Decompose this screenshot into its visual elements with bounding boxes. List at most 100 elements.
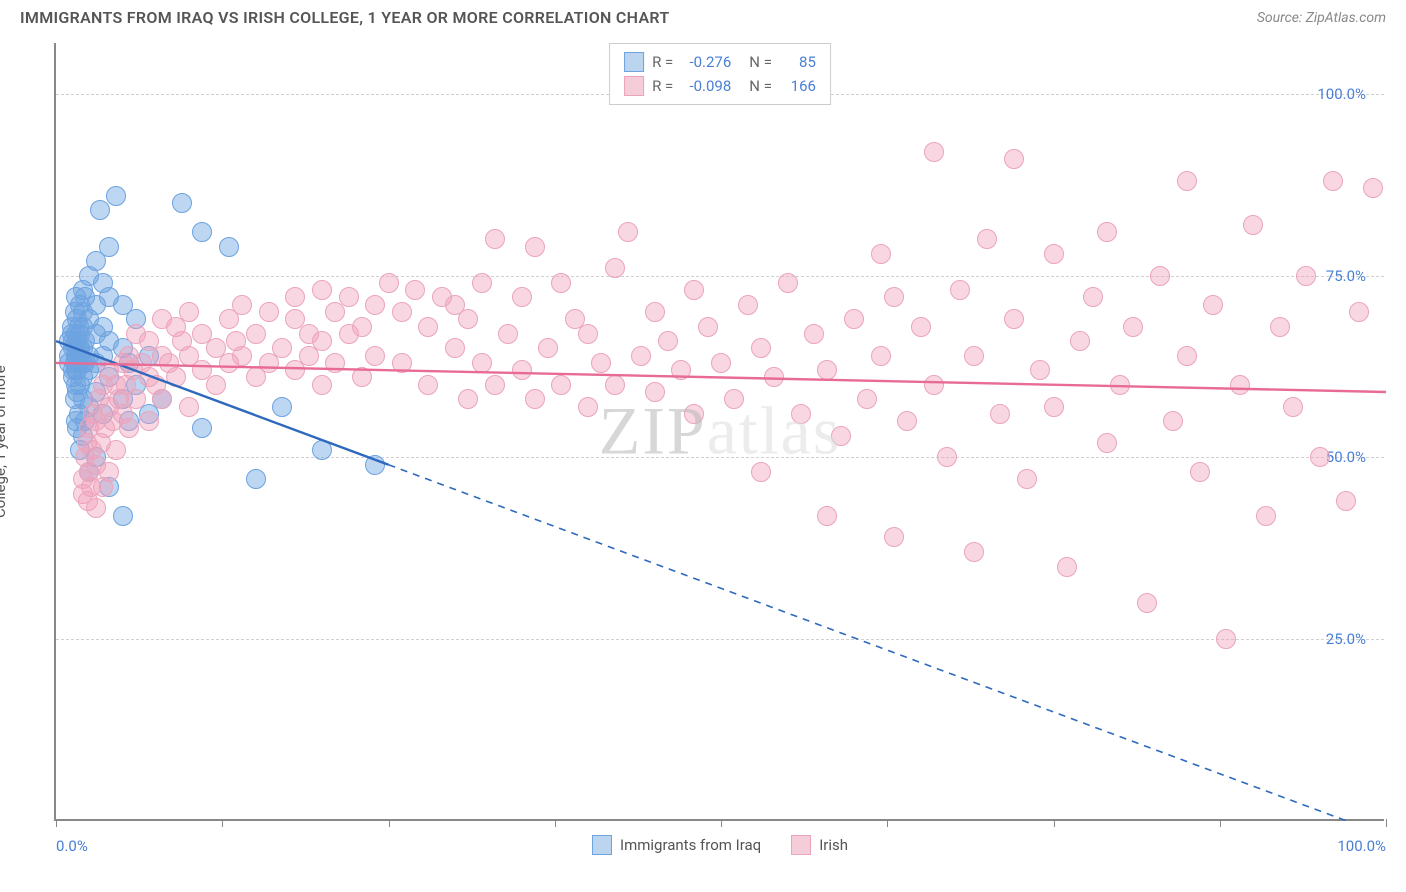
- data-point: [285, 287, 305, 307]
- data-point: [485, 375, 505, 395]
- data-point: [259, 302, 279, 322]
- data-point: [312, 331, 332, 351]
- data-point: [365, 346, 385, 366]
- data-point: [1190, 462, 1210, 482]
- data-point: [418, 317, 438, 337]
- data-point: [857, 389, 877, 409]
- legend-item: Immigrants from Iraq: [592, 835, 761, 855]
- x-tick: [56, 819, 57, 827]
- legend-stat-row: R =-0.098N =166: [624, 74, 816, 98]
- data-point: [206, 375, 226, 395]
- legend-n-label: N =: [749, 74, 772, 98]
- legend-r-value: -0.276: [681, 50, 731, 74]
- legend-stat-row: R =-0.276N =85: [624, 50, 816, 74]
- data-point: [1123, 317, 1143, 337]
- data-point: [352, 367, 372, 387]
- data-point: [86, 498, 106, 518]
- data-point: [90, 200, 110, 220]
- data-point: [844, 309, 864, 329]
- data-point: [445, 338, 465, 358]
- trend-lines: [56, 43, 1386, 821]
- data-point: [950, 280, 970, 300]
- data-point: [578, 397, 598, 417]
- x-tick: [1386, 819, 1387, 827]
- data-point: [312, 375, 332, 395]
- x-tick: [721, 819, 722, 827]
- data-point: [119, 418, 139, 438]
- x-tick: [222, 819, 223, 827]
- data-point: [312, 440, 332, 460]
- data-point: [1004, 309, 1024, 329]
- data-point: [1270, 317, 1290, 337]
- data-point: [405, 280, 425, 300]
- data-point: [738, 295, 758, 315]
- legend-r-label: R =: [652, 74, 673, 98]
- data-point: [764, 367, 784, 387]
- data-point: [791, 404, 811, 424]
- gridline-horizontal: [56, 276, 1384, 277]
- legend-label: Irish: [819, 836, 848, 854]
- data-point: [1296, 266, 1316, 286]
- data-point: [272, 338, 292, 358]
- data-point: [1097, 433, 1117, 453]
- gridline-horizontal: [56, 457, 1384, 458]
- data-point: [325, 353, 345, 373]
- data-point: [1057, 557, 1077, 577]
- data-point: [418, 375, 438, 395]
- data-point: [538, 338, 558, 358]
- data-point: [172, 193, 192, 213]
- x-tick-label: 100.0%: [1337, 837, 1386, 855]
- data-point: [99, 237, 119, 257]
- legend-r-value: -0.098: [681, 74, 731, 98]
- data-point: [591, 353, 611, 373]
- legend-swatch: [592, 835, 612, 855]
- data-point: [1283, 397, 1303, 417]
- data-point: [645, 382, 665, 402]
- data-point: [485, 229, 505, 249]
- data-point: [724, 389, 744, 409]
- data-point: [1349, 302, 1369, 322]
- data-point: [977, 229, 997, 249]
- y-axis-label: College, 1 year or more: [0, 365, 9, 518]
- data-point: [1336, 491, 1356, 511]
- data-point: [1017, 469, 1037, 489]
- data-point: [166, 367, 186, 387]
- data-point: [817, 506, 837, 526]
- data-point: [192, 418, 212, 438]
- y-tick-label: 25.0%: [1326, 630, 1366, 648]
- data-point: [778, 273, 798, 293]
- data-point: [1110, 375, 1130, 395]
- data-point: [1243, 215, 1263, 235]
- data-point: [937, 447, 957, 467]
- data-point: [1177, 346, 1197, 366]
- legend-n-value: 85: [780, 50, 816, 74]
- data-point: [804, 324, 824, 344]
- data-point: [379, 273, 399, 293]
- x-tick: [1054, 819, 1055, 827]
- data-point: [192, 222, 212, 242]
- data-point: [106, 186, 126, 206]
- data-point: [605, 258, 625, 278]
- data-point: [512, 287, 532, 307]
- data-point: [312, 280, 332, 300]
- data-point: [272, 397, 292, 417]
- y-tick-label: 75.0%: [1326, 267, 1366, 285]
- data-point: [684, 280, 704, 300]
- chart-title: IMMIGRANTS FROM IRAQ VS IRISH COLLEGE, 1…: [20, 8, 670, 27]
- data-point: [1070, 331, 1090, 351]
- data-point: [1230, 375, 1250, 395]
- data-point: [924, 142, 944, 162]
- x-tick: [555, 819, 556, 827]
- data-point: [711, 353, 731, 373]
- legend-swatch: [624, 52, 644, 72]
- data-point: [751, 462, 771, 482]
- data-point: [126, 389, 146, 409]
- data-point: [1044, 244, 1064, 264]
- data-point: [871, 244, 891, 264]
- legend-r-label: R =: [652, 50, 673, 74]
- legend-swatch: [791, 835, 811, 855]
- data-point: [106, 440, 126, 460]
- data-point: [578, 324, 598, 344]
- x-tick-label: 0.0%: [56, 837, 88, 855]
- legend-swatch: [624, 76, 644, 96]
